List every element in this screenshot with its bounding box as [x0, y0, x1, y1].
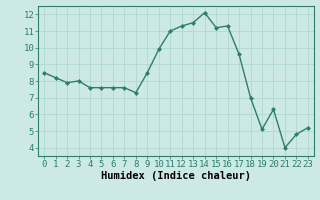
X-axis label: Humidex (Indice chaleur): Humidex (Indice chaleur)	[101, 171, 251, 181]
